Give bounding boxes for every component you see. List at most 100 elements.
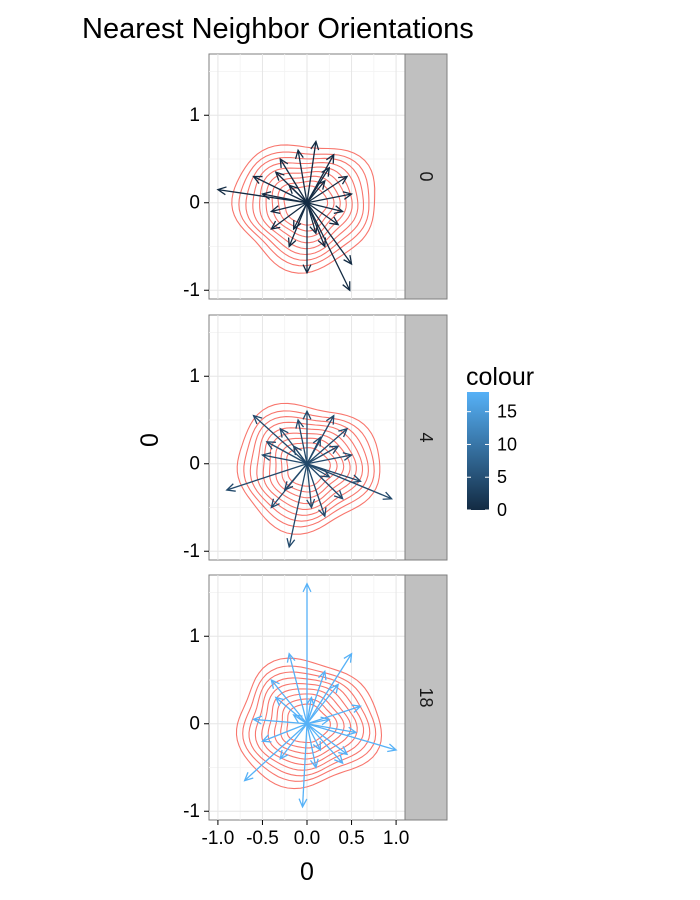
axes: 10-110-110-1-1.0 -0.5 0.0 0.5 1.000 [136,105,409,886]
arrow-head [342,281,351,292]
arrow-shaft [306,202,339,226]
arrow-shaft [306,723,344,764]
x-tick-label: -0.5 [246,828,279,849]
arrow [306,723,398,753]
contour-line [256,421,364,516]
y-axis-title: 0 [136,433,164,447]
x-axis: -1.0 -0.5 0.0 0.5 1.0 0 [202,820,409,886]
contour-line [286,447,331,487]
arrow [260,191,308,204]
arrow [306,191,354,204]
arrow-head [261,734,272,743]
arrow-shaft [279,723,308,760]
arrow [298,723,308,809]
y-axis-panel-18: 1 0 -1 [183,626,209,822]
contour-line [252,162,359,256]
arrow-shaft [306,723,357,734]
arrow-head [295,418,305,429]
legend-tick-label: 10 [497,434,517,454]
contour-line [243,410,375,528]
arrow-head [286,652,296,663]
arrow-shaft [306,463,361,482]
arrow-shaft [306,202,351,291]
legend-tick-label: 15 [497,402,517,422]
arrow [306,463,327,518]
x-tick-label: 1.0 [383,828,409,849]
arrow-shaft [306,167,330,204]
arrow-head [318,669,327,681]
arrow [265,441,308,465]
arrow [306,716,331,726]
x-tick-label: 0.5 [338,828,364,849]
arrow-head [243,772,254,782]
contour-line [269,432,351,505]
arrow-head [382,491,394,500]
y-axis-panel-4: 1 0 -1 [183,366,209,562]
arrow-shaft [306,193,352,204]
arrow-shaft [244,723,308,782]
y-tick-label: 1 [189,366,200,387]
legend-tick-label: 0 [497,500,507,520]
contour-line [262,427,357,510]
contour-line [275,437,345,499]
arrow-shaft [266,441,308,465]
arrow [279,157,308,204]
arrow [306,723,358,736]
arrow-head [347,726,358,736]
arrow [260,452,308,465]
arrow [306,202,340,226]
arrow-shaft [226,463,308,491]
arrow-head [270,498,280,509]
arrow [286,652,308,724]
arrow [302,202,312,275]
arrow-head [334,754,344,765]
legend-title: colour [466,363,534,391]
arrow [295,418,308,464]
arrow-head [309,758,319,769]
arrow-shaft [306,445,339,465]
arrow-head [342,452,354,461]
arrow [306,723,344,765]
arrow-shaft [306,202,353,265]
arrow [306,463,344,500]
x-tick-label: -1.0 [202,828,235,849]
arrow-head [252,715,263,725]
arrow [292,445,308,465]
arrow-shaft [288,463,308,548]
arrow-shaft [270,202,308,230]
arrow [252,414,308,465]
arrow [305,696,315,724]
legend-tick-label: 5 [497,467,507,487]
arrow-head [270,220,281,230]
arrow [306,669,327,724]
facet-panel-18: 18 [208,574,448,821]
arrow-head [302,409,312,420]
arrow-head [292,445,302,456]
arrow [306,427,349,465]
arrow-shaft [288,202,308,247]
arrow-head [269,205,281,215]
arrow-shaft [217,188,308,204]
arrow [306,175,349,204]
legend: colour 15 10 5 0 [466,363,534,520]
facet-panel-0: 0 [208,53,448,300]
arrow-shaft [262,193,308,204]
arrow-shaft [306,723,397,751]
arrow [306,452,354,465]
arrow [306,202,319,235]
arrow-head [329,683,340,694]
arrow [306,140,320,203]
contour-line [235,657,383,790]
arrow-shaft [253,718,308,725]
arrow [269,202,308,215]
arrow-shaft [306,202,343,213]
arrow-head [321,166,331,177]
contour-line [231,144,376,274]
arrow-shaft [262,454,308,465]
arrow-head [387,743,398,753]
arrow [243,723,308,782]
arrow [306,723,349,756]
arrow-shaft [293,445,308,465]
y-tick-label: -1 [183,801,200,822]
